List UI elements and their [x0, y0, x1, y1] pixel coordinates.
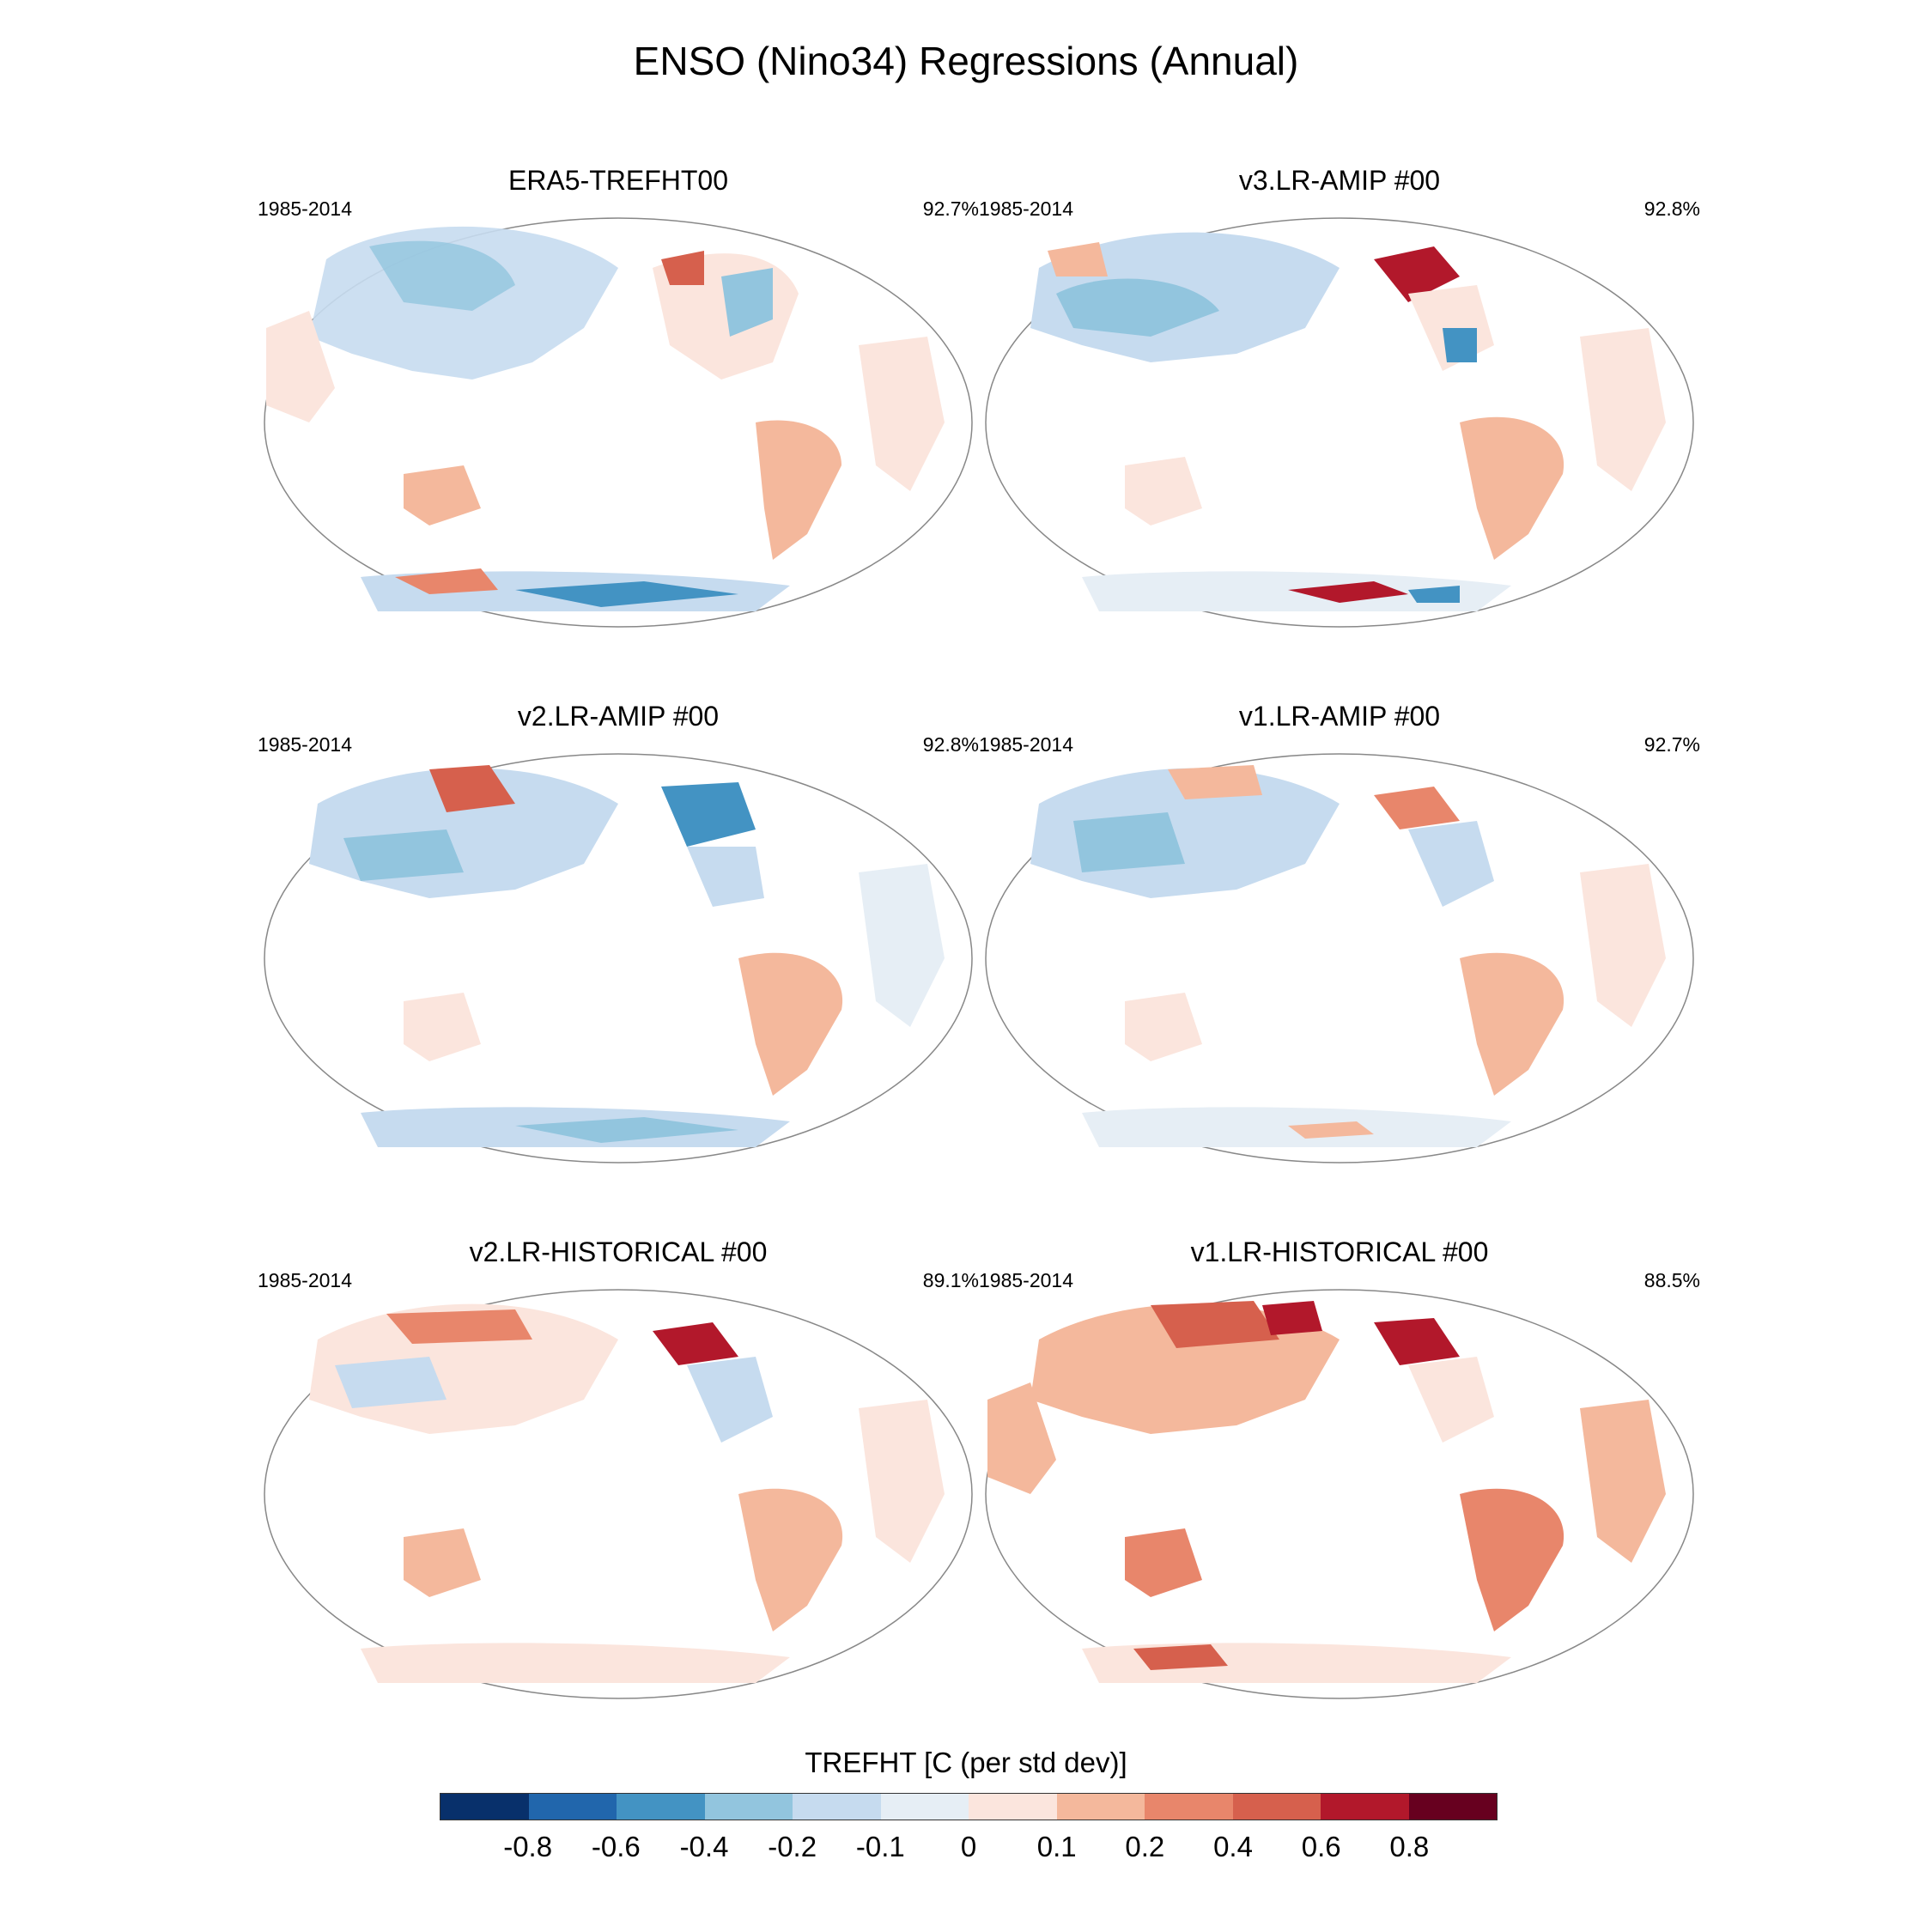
variance-label: 89.1%: [922, 1269, 979, 1291]
colorbar-box: [880, 1794, 969, 1820]
colorbar-title: TREFHT [C (per std dev)]: [805, 1747, 1127, 1778]
colorbar-box: [704, 1794, 793, 1820]
panel-title: v3.LR-AMIP #00: [1238, 165, 1441, 196]
panel-title: v1.LR-AMIP #00: [1238, 701, 1441, 732]
period-label: 1985-2014: [258, 1269, 352, 1291]
map-panel-v3-amip: v3.LR-AMIP #00 1985-2014 92.8%: [979, 165, 1700, 646]
world-map: [985, 217, 1694, 628]
world-map: [264, 1289, 973, 1699]
colorbar-box: [617, 1794, 705, 1820]
colorbar-labels: -0.8 -0.6 -0.4 -0.2 -0.1 0 0.1 0.2 0.4 0.6 0.8: [440, 1831, 1498, 1865]
period-label: 1985-2014: [979, 1269, 1073, 1291]
colorbar-label: 0.1: [1036, 1831, 1077, 1862]
period-label: 1985-2014: [979, 733, 1073, 756]
colorbar-label: -0.6: [591, 1831, 641, 1862]
colorbar-box: [1145, 1794, 1233, 1820]
panel-title: ERA5-TREFHT00: [507, 165, 729, 196]
map-panel-v1-amip: v1.LR-AMIP #00 1985-2014 92.7%: [979, 701, 1700, 1182]
colorbar-label: 0.2: [1125, 1831, 1165, 1862]
colorbar-label: 0.6: [1301, 1831, 1341, 1862]
variance-label: 92.8%: [1643, 197, 1700, 220]
map-panel-v2-amip: v2.LR-AMIP #00 1985-2014 92.8%: [258, 701, 979, 1182]
variance-label: 92.7%: [922, 197, 979, 220]
world-map: [264, 753, 973, 1163]
colorbar-box: [440, 1794, 529, 1820]
colorbar-box: [528, 1794, 617, 1820]
world-map: [985, 1289, 1694, 1699]
colorbar-box: [1056, 1794, 1145, 1820]
world-map: [985, 753, 1694, 1163]
world-map: [264, 217, 973, 628]
map-panel-era5: ERA5-TREFHT00 1985-2014 92.7%: [258, 165, 979, 646]
colorbar-label: -0.8: [503, 1831, 553, 1862]
colorbar-box: [1321, 1794, 1409, 1820]
panel-title: v2.LR-AMIP #00: [517, 701, 720, 732]
panel-title: v2.LR-HISTORICAL #00: [469, 1236, 768, 1267]
map-panel-v1-historical: v1.LR-HISTORICAL #00 1985-2014 88.5%: [979, 1236, 1700, 1717]
variance-label: 92.8%: [922, 733, 979, 756]
colorbar-box: [1232, 1794, 1321, 1820]
period-label: 1985-2014: [258, 197, 352, 220]
colorbar-box: [793, 1794, 881, 1820]
colorbar-box: [1408, 1794, 1497, 1820]
colorbar-label: -0.1: [855, 1831, 905, 1862]
colorbar-box: [969, 1794, 1057, 1820]
colorbar-label: 0.8: [1389, 1831, 1430, 1862]
colorbar-label: 0.4: [1213, 1831, 1253, 1862]
variance-label: 92.7%: [1643, 733, 1700, 756]
map-panel-v2-historical: v2.LR-HISTORICAL #00 1985-2014 89.1%: [258, 1236, 979, 1717]
colorbar-label: 0: [960, 1831, 977, 1862]
period-label: 1985-2014: [258, 733, 352, 756]
figure-title: ENSO (Nino34) Regressions (Annual): [633, 39, 1299, 83]
colorbar: [440, 1793, 1498, 1820]
variance-label: 88.5%: [1643, 1269, 1700, 1291]
panel-title: v1.LR-HISTORICAL #00: [1190, 1236, 1489, 1267]
colorbar-label: -0.4: [679, 1831, 729, 1862]
colorbar-label: -0.2: [768, 1831, 817, 1862]
period-label: 1985-2014: [979, 197, 1073, 220]
